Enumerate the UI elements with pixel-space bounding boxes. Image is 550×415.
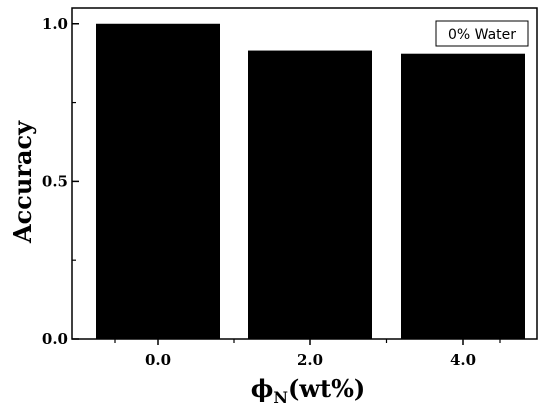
legend-box — [435, 20, 529, 47]
x-tick-label-2.0: 2.0 — [297, 351, 323, 369]
y-tick-label-0.0: 0.0 — [42, 330, 68, 348]
x-tick-label-4.0: 4.0 — [450, 351, 476, 369]
bars — [96, 23, 525, 340]
x-tick-label-0.0: 0.0 — [145, 351, 171, 369]
x-axis-label-subscript: N — [273, 388, 288, 407]
bar-0.0 — [96, 23, 220, 340]
axes — [71, 7, 538, 340]
bar-2.0 — [248, 50, 372, 340]
bar-4.0 — [401, 53, 525, 339]
legend-label: 0% Water — [448, 27, 516, 43]
plot-frame — [71, 7, 538, 340]
x-axis-label-symbol: ϕ — [251, 374, 274, 403]
x-axis-label-suffix: (wt%) — [288, 374, 365, 403]
y-axis-label: Accuracy — [8, 120, 37, 244]
ticks: 0.0 0.5 1.0 0.0 2.0 4.0 — [42, 15, 501, 369]
x-axis-label: ϕN(wt%) — [251, 374, 365, 407]
y-tick-label-1.0: 1.0 — [42, 15, 68, 33]
y-tick-label-0.5: 0.5 — [42, 172, 68, 190]
